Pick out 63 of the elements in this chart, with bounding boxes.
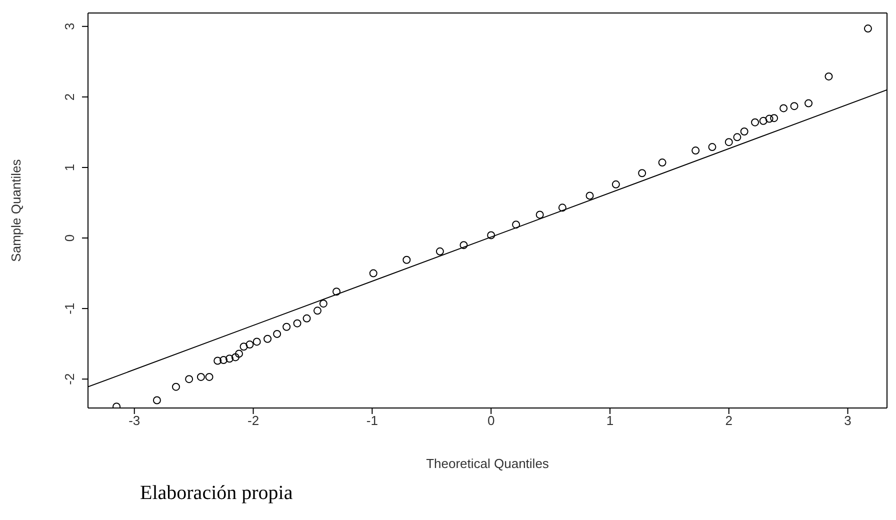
point xyxy=(436,247,444,256)
point xyxy=(313,306,322,315)
x-tick-label: -1 xyxy=(366,413,378,428)
point xyxy=(293,319,302,328)
y-tick-label: -1 xyxy=(62,302,77,314)
point xyxy=(790,102,798,110)
point xyxy=(282,322,291,331)
point xyxy=(759,116,768,125)
point xyxy=(558,204,566,212)
point xyxy=(804,99,813,108)
point xyxy=(235,350,243,358)
point xyxy=(586,192,594,200)
point xyxy=(740,128,748,136)
point xyxy=(751,118,760,126)
point xyxy=(264,334,272,343)
x-tick-label: 0 xyxy=(487,413,495,428)
point xyxy=(460,241,468,250)
y-tick-label: 2 xyxy=(62,93,77,101)
y-tick-label: 3 xyxy=(62,22,77,30)
point xyxy=(196,372,205,381)
point xyxy=(319,300,328,308)
x-tick-label: -3 xyxy=(128,413,140,428)
point xyxy=(612,180,620,188)
point xyxy=(302,314,311,322)
y-tick-label: 1 xyxy=(62,164,77,172)
point xyxy=(246,340,254,349)
point xyxy=(824,72,833,80)
point xyxy=(231,353,240,362)
x-tick-label: 2 xyxy=(725,413,732,428)
point xyxy=(765,114,774,123)
point xyxy=(708,143,716,152)
point xyxy=(864,24,872,33)
point xyxy=(402,256,411,264)
point xyxy=(369,269,378,278)
point xyxy=(658,158,666,167)
point xyxy=(240,342,248,351)
point xyxy=(205,372,214,381)
x-tick-label: 3 xyxy=(844,413,852,428)
point xyxy=(332,288,340,296)
point xyxy=(638,169,646,178)
point xyxy=(214,356,222,365)
point xyxy=(185,375,194,384)
point xyxy=(536,210,544,219)
y-tick-label: 0 xyxy=(62,234,77,242)
y-axis-title: Sample Quantiles xyxy=(8,158,24,262)
point xyxy=(220,356,228,364)
point xyxy=(273,330,282,338)
point xyxy=(724,138,733,146)
point xyxy=(733,133,742,142)
point xyxy=(152,396,161,404)
point xyxy=(770,114,778,122)
point xyxy=(692,146,700,155)
point xyxy=(780,104,788,112)
x-tick-label: -2 xyxy=(247,413,260,428)
y-tick-label: -2 xyxy=(62,373,77,385)
text: Elaboración propia xyxy=(140,482,293,505)
point xyxy=(487,231,496,240)
point xyxy=(225,354,234,363)
point xyxy=(512,220,520,229)
x-tick-label: 1 xyxy=(606,413,614,428)
x-axis-title: Theoretical Quantiles xyxy=(426,456,550,471)
point xyxy=(172,382,180,391)
point xyxy=(252,338,261,346)
